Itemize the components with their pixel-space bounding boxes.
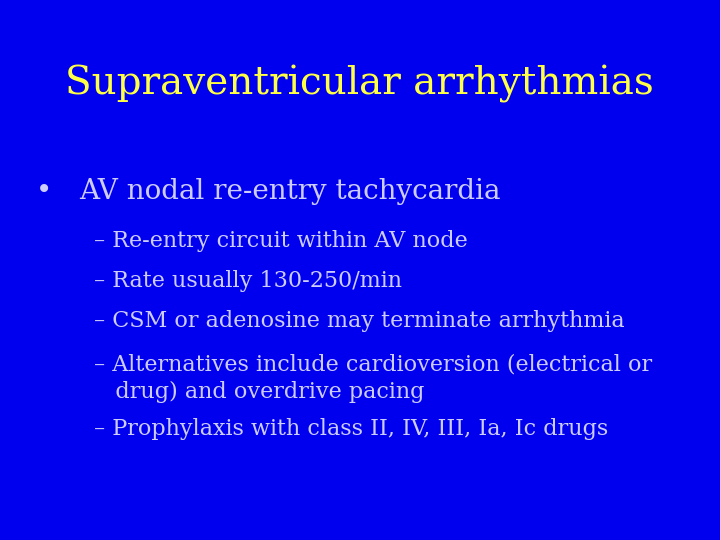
Text: •: •: [36, 178, 53, 205]
Text: – Rate usually 130-250/min: – Rate usually 130-250/min: [94, 270, 402, 292]
Text: AV nodal re-entry tachycardia: AV nodal re-entry tachycardia: [79, 178, 500, 205]
Text: – Alternatives include cardioversion (electrical or
   drug) and overdrive pacin: – Alternatives include cardioversion (el…: [94, 354, 652, 403]
Text: – Prophylaxis with class II, IV, III, Ia, Ic drugs: – Prophylaxis with class II, IV, III, Ia…: [94, 418, 608, 441]
Text: Supraventricular arrhythmias: Supraventricular arrhythmias: [65, 65, 654, 103]
Text: – CSM or adenosine may terminate arrhythmia: – CSM or adenosine may terminate arrhyth…: [94, 310, 624, 333]
Text: – Re-entry circuit within AV node: – Re-entry circuit within AV node: [94, 230, 467, 252]
